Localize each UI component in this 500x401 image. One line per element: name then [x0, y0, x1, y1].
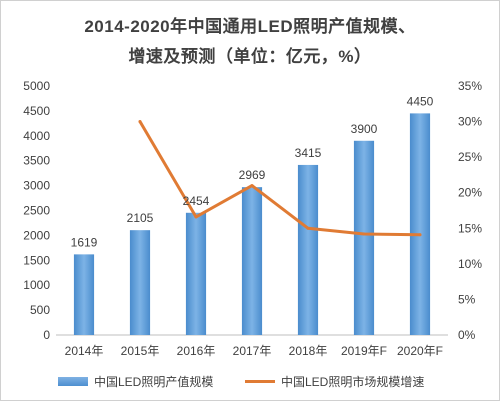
y-left-tick-label: 4500: [23, 104, 50, 118]
y-right-tick-label: 0%: [458, 328, 476, 342]
growth-point: [250, 184, 254, 188]
y-left-tick-label: 1500: [23, 253, 50, 267]
y-right-tick-label: 10%: [458, 257, 482, 271]
x-tick-label: 2019年F: [341, 344, 387, 358]
legend-line-label: 中国LED照明市场规模增速: [281, 374, 425, 389]
y-right-tick-label: 30%: [458, 115, 482, 129]
bar: [73, 254, 95, 335]
legend-item-line: 中国LED照明市场规模增速: [245, 371, 424, 391]
x-tick-label: 2018年: [289, 344, 328, 358]
y-left-tick-label: 4000: [23, 129, 50, 143]
y-left-tick-label: 500: [30, 303, 50, 317]
growth-point: [306, 226, 310, 230]
y-right-tick-label: 25%: [458, 150, 482, 164]
y-left-tick-label: 3500: [23, 154, 50, 168]
bar: [129, 230, 151, 335]
bar-data-label: 4450: [407, 94, 434, 108]
growth-point: [194, 215, 198, 219]
chart-title-line-2: 增速及预测（单位：亿元，%）: [128, 47, 372, 66]
growth-point: [138, 120, 142, 124]
bar-data-label: 3900: [351, 122, 378, 136]
y-right-tick-label: 35%: [458, 79, 482, 93]
bar-data-label: 1619: [71, 235, 98, 249]
y-left-tick-label: 2500: [23, 204, 50, 218]
growth-line: [138, 120, 422, 237]
growth-point: [362, 232, 366, 236]
y-left-tick-label: 2000: [23, 228, 50, 242]
chart-legend: 中国LED照明产值规模 中国LED照明市场规模增速: [0, 371, 500, 391]
legend-bar-swatch: [58, 376, 88, 386]
bar: [409, 113, 431, 335]
y-left-tick-label: 0: [43, 328, 50, 342]
bar-data-label: 2105: [127, 211, 154, 225]
y-left-tick-label: 5000: [23, 79, 50, 93]
y-left-tick-label: 1000: [23, 278, 50, 292]
bar: [297, 164, 319, 335]
legend-line-swatch: [245, 379, 275, 383]
y-right-tick-label: 15%: [458, 221, 482, 235]
bar-data-label: 2969: [239, 168, 266, 182]
bar-data-label: 3415: [295, 146, 322, 160]
bar: [241, 187, 263, 335]
y-right-tick-label: 20%: [458, 186, 482, 200]
bar: [353, 140, 375, 335]
y-left-tick-label: 3000: [23, 179, 50, 193]
x-tick-label: 2015年: [121, 344, 160, 358]
chart-title-line-1: 2014-2020年中国通用LED照明产值规模、: [84, 17, 416, 36]
growth-point: [418, 233, 422, 237]
x-tick-label: 2016年: [177, 344, 216, 358]
bar: [185, 212, 207, 335]
x-tick-label: 2014年: [65, 344, 104, 358]
legend-item-bar: 中国LED照明产值规模: [58, 371, 213, 391]
bar-data-label: 2454: [183, 194, 210, 208]
y-right-tick-label: 5%: [458, 292, 476, 306]
x-tick-label: 2017年: [233, 344, 272, 358]
legend-bar-label: 中国LED照明产值规模: [94, 374, 214, 389]
x-tick-label: 2020年F: [397, 344, 443, 358]
